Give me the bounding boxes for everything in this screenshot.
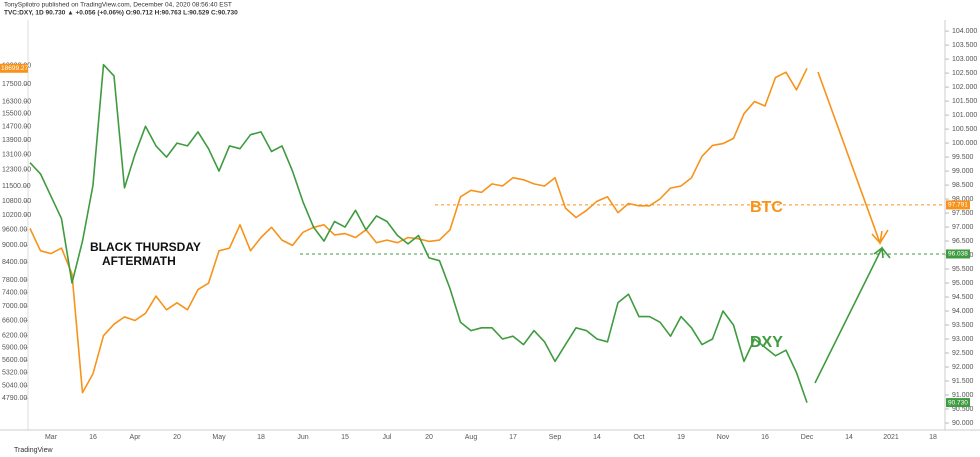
- x-tick-label: 17: [509, 434, 517, 441]
- y-tick-label: 8400.00: [2, 259, 27, 266]
- last-price-box: [946, 398, 970, 408]
- x-tick-label: 20: [173, 434, 181, 441]
- plot: 4790.00 5040.00 5320.00 5600.00 5900.00 6200.…: [0, 28, 977, 441]
- x-tick-label: Dec: [801, 434, 814, 441]
- y2-tick-label: 95.000: [952, 280, 974, 287]
- y2-tick-label: 103.500: [952, 42, 977, 49]
- y2-tick-label: 102.500: [952, 70, 977, 77]
- y-tick-label: 14700.00: [2, 123, 31, 130]
- last-price-box: [0, 63, 28, 73]
- y-tick-label: 9000.00: [2, 242, 27, 249]
- x-tick-label: 2021: [883, 434, 899, 441]
- y-tick-label: 13900.00: [2, 137, 31, 144]
- y-tick-label: 10800.00: [2, 198, 31, 205]
- y2-tick-label: 98.500: [952, 182, 974, 189]
- x-tick-label: Aug: [465, 434, 478, 441]
- y-tick-label: 7800.00: [2, 277, 27, 284]
- x-tick-label: 18: [929, 434, 937, 441]
- series-line: [29, 67, 808, 394]
- x-tick-label: 15: [341, 434, 349, 441]
- y-tick-label: 17500.00: [2, 81, 31, 88]
- y2-tick-label: 91.500: [952, 378, 974, 385]
- x-tick-label: Sep: [549, 434, 562, 441]
- y2-tick-label: 99.000: [952, 168, 974, 175]
- last-price-label: 90.730: [948, 399, 968, 406]
- y2-tick-label: 95.500: [952, 266, 974, 273]
- x-tick-label: Apr: [130, 434, 142, 441]
- y-tick-label: 10200.00: [2, 212, 31, 219]
- y-tick-label: 7400.00: [2, 290, 27, 297]
- annotation: DXY: [750, 334, 783, 351]
- series-line: [29, 63, 808, 403]
- y2-tick-label: 100.000: [952, 140, 977, 147]
- chart-subtitle: TVC:DXY, 1D 90.730 ▲ +0.056 (+0.06%) O:9…: [4, 10, 238, 17]
- x-tick-label: 16: [761, 434, 769, 441]
- last-price-label: 18699.27: [1, 65, 28, 72]
- y-tick-label: 5600.00: [2, 357, 27, 364]
- y2-tick-label: 102.000: [952, 84, 977, 91]
- annotation: AFTERMATH: [102, 254, 176, 268]
- dxy-arrow-head: [873, 246, 884, 259]
- y2-tick-label: 97.000: [952, 224, 974, 231]
- y2-tick-label: 96.500: [952, 238, 974, 245]
- price-box: [946, 249, 970, 259]
- y2-tick-label: 92.000: [952, 364, 974, 371]
- y2-tick-label: 92.500: [952, 350, 974, 357]
- x-tick-label: Mar: [45, 434, 58, 441]
- x-tick-label: 14: [845, 434, 853, 441]
- x-tick-label: 14: [593, 434, 601, 441]
- y-tick-label: 5040.00: [2, 383, 27, 390]
- x-tick-label: 20: [425, 434, 433, 441]
- y2-tick-label: 94.000: [952, 308, 974, 315]
- source: TradingView: [14, 447, 53, 454]
- y2-tick-label: 90.500: [952, 406, 974, 413]
- y-tick-label: 6200.00: [2, 333, 27, 340]
- annotation: BTC: [750, 199, 783, 216]
- x-tick-label: 18: [257, 434, 265, 441]
- forecast-arrows: [814, 71, 891, 384]
- y2-tick-label: 94.500: [952, 294, 974, 301]
- price-box-label: 97.791: [948, 202, 968, 209]
- x-tick-label: Jun: [297, 434, 308, 441]
- y2-tick-label: 101.000: [952, 112, 977, 119]
- y-tick-label: 13100.00: [2, 151, 31, 158]
- y-tick-label: 16300.00: [2, 98, 31, 105]
- y2-tick-label: 100.500: [952, 126, 977, 133]
- y2-tick-label: 99.500: [952, 154, 974, 161]
- y2-tick-label: 91.000: [952, 392, 974, 399]
- x-tick-label: 16: [89, 434, 97, 441]
- x-tick-label: Jul: [383, 434, 392, 441]
- annotation: BLACK THURSDAY: [90, 240, 201, 254]
- x-tick-label: Oct: [634, 434, 645, 441]
- y2-tick-label: 90.000: [952, 420, 974, 427]
- y-tick-label: 7000.00: [2, 303, 27, 310]
- y-tick-label: 11500.00: [2, 183, 31, 190]
- y2-tick-label: 104.000: [952, 28, 977, 35]
- y-tick-label: 15500.00: [2, 111, 31, 118]
- btc-arrow-head: [871, 230, 883, 245]
- y-tick-label: 5320.00: [2, 370, 27, 377]
- x-tick-label: May: [212, 434, 226, 441]
- y2-tick-label: 103.000: [952, 56, 977, 63]
- y2-tick-label: 98.000: [952, 196, 974, 203]
- y2-tick-label: 101.500: [952, 98, 977, 105]
- x-tick-label: Nov: [717, 434, 730, 441]
- y2-tick-label: 93.500: [952, 322, 974, 329]
- y-tick-label: 4790.00: [2, 395, 27, 402]
- y-tick-label: 6600.00: [2, 317, 27, 324]
- price-box: [946, 200, 970, 210]
- y2-tick-label: 97.500: [952, 210, 974, 217]
- y-tick-label: 5900.00: [2, 345, 27, 352]
- y-tick-label: 12300.00: [2, 167, 31, 174]
- x-tick-label: 19: [677, 434, 685, 441]
- y2-tick-label: 93.000: [952, 336, 974, 343]
- chart-title: TonySpilotro published on TradingView.co…: [4, 2, 232, 9]
- y-tick-label: 9600.00: [2, 227, 27, 234]
- price-box-label: 96.038: [948, 251, 968, 258]
